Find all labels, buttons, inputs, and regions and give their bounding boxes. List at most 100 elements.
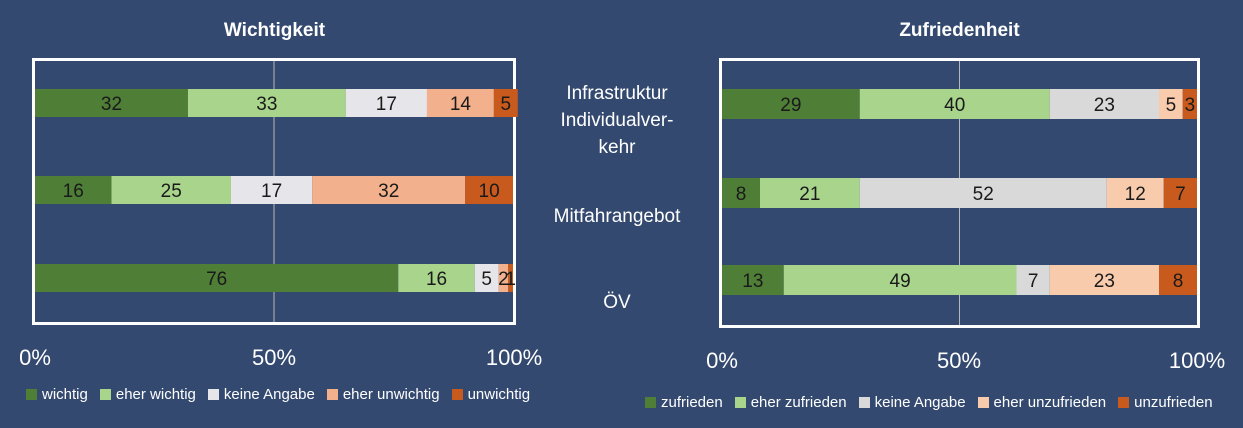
bar-segment	[474, 264, 499, 292]
axis-tick-right-50: 50%	[936, 348, 982, 373]
data-label: 40	[944, 95, 965, 116]
bar-segment	[1049, 89, 1159, 119]
data-label: 23	[1094, 271, 1115, 292]
category-label-infrastruktur: Infrastruktur Individualver- kehr	[522, 80, 712, 161]
bar-segment	[1159, 89, 1183, 119]
legend-label: keine Angabe	[874, 394, 966, 411]
legend-item: eher wichtig	[99, 386, 196, 403]
legend-item: eher zufrieden	[734, 394, 847, 411]
category-label-mitfahrangebot: Mitfahrangebot	[522, 203, 712, 230]
bar-segment	[498, 264, 509, 292]
legend-label: wichtig	[42, 386, 88, 403]
data-label: 13	[742, 271, 763, 292]
axis-tick-left-100: 100%	[485, 345, 543, 370]
axis-tick-right-100: 100%	[1168, 348, 1226, 373]
legend-right: zufrieden eher zufrieden keine Angabe eher …	[645, 394, 1225, 411]
legend-item: unzufrieden	[1118, 394, 1213, 411]
data-label: 17	[376, 94, 397, 115]
bar-segment	[1049, 265, 1159, 295]
data-label: 8	[736, 184, 747, 205]
category-label-line: Individualver-	[560, 110, 674, 131]
data-label: 29	[780, 95, 801, 116]
data-label: 12	[1125, 184, 1146, 205]
stacked-bar-svg: 29 40 23 5 3 8 21 52 12 7 13 49 7 23 8	[722, 61, 1197, 325]
legend-swatch	[207, 389, 219, 400]
bar-segment	[35, 176, 112, 204]
chart-title-left: Wichtigkeit	[223, 20, 326, 41]
data-label: 32	[101, 94, 122, 115]
bar-segment	[760, 178, 860, 208]
category-label-line: Infrastruktur	[566, 83, 668, 104]
legend-label: unwichtig	[467, 386, 531, 403]
bar-segment	[187, 89, 346, 117]
data-label: 32	[378, 181, 399, 202]
bar-segment	[859, 178, 1107, 208]
legend-swatch	[99, 389, 111, 400]
bar-segment	[493, 89, 518, 117]
data-label: 33	[256, 94, 277, 115]
bar-segment	[111, 176, 231, 204]
data-label: 16	[63, 181, 84, 202]
bar-segment	[859, 89, 1050, 119]
data-label: 7	[1028, 271, 1039, 292]
bar-segment	[426, 89, 494, 117]
bar-segment	[783, 265, 1017, 295]
legend-item: zufrieden	[645, 394, 723, 411]
bar-segment	[1182, 89, 1197, 119]
bar-segment	[312, 176, 466, 204]
data-label: 3	[1185, 95, 1196, 116]
legend-swatch	[858, 397, 870, 408]
legend-swatch	[734, 397, 746, 408]
bar-segment	[722, 265, 784, 295]
chart-title-right: Zufriedenheit	[899, 20, 1020, 41]
bar-segment	[508, 264, 513, 292]
legend-item: eher unzufrieden	[977, 394, 1106, 411]
bar-segment	[465, 176, 513, 204]
data-label: 21	[799, 184, 820, 205]
legend-label: unzufrieden	[1134, 394, 1213, 411]
bar-segment	[722, 89, 860, 119]
legend-swatch	[326, 389, 338, 400]
legend-swatch	[645, 397, 656, 408]
legend-label: zufrieden	[661, 394, 723, 411]
legend-item: unwichtig	[451, 386, 531, 403]
legend-swatch	[977, 397, 989, 408]
data-label: 49	[890, 271, 911, 292]
bar-segment	[35, 89, 188, 117]
data-label: 5	[1166, 95, 1177, 116]
category-label-line: Mitfahrangebot	[553, 206, 681, 227]
legend-swatch	[26, 389, 37, 400]
legend-swatch	[451, 389, 463, 400]
data-label: 76	[206, 269, 227, 290]
legend-swatch	[1118, 397, 1130, 408]
legend-item: keine Angabe	[207, 386, 315, 403]
bar-segment	[722, 178, 760, 208]
data-label: 14	[450, 94, 472, 115]
data-label: 25	[161, 181, 182, 202]
legend-label: eher unwichtig	[342, 386, 440, 403]
data-label: 16	[426, 269, 447, 290]
data-label: 1	[505, 269, 516, 290]
bar-segment	[1159, 265, 1197, 295]
data-label: 23	[1094, 95, 1115, 116]
bar-segment	[345, 89, 427, 117]
data-label: 2	[498, 269, 509, 290]
bar-segment	[35, 264, 399, 292]
plot-area-right: 29 40 23 5 3 8 21 52 12 7 13 49 7 23 8	[719, 58, 1200, 328]
axis-tick-right-0: 0%	[706, 348, 738, 373]
data-label: 17	[261, 181, 282, 202]
bar-segment	[1163, 178, 1197, 208]
legend-item: wichtig	[26, 386, 88, 403]
axis-tick-left-0: 0%	[19, 345, 51, 370]
legend-label: keine Angabe	[223, 386, 315, 403]
data-label: 7	[1175, 184, 1186, 205]
category-label-line: ÖV	[603, 292, 631, 313]
data-label: 52	[973, 184, 994, 205]
data-label: 5	[481, 269, 492, 290]
legend-label: eher zufrieden	[750, 394, 847, 411]
category-label-line: kehr	[598, 137, 636, 158]
bar-segment	[1106, 178, 1164, 208]
bar-segment	[1016, 265, 1050, 295]
category-label-oev: ÖV	[522, 289, 712, 316]
